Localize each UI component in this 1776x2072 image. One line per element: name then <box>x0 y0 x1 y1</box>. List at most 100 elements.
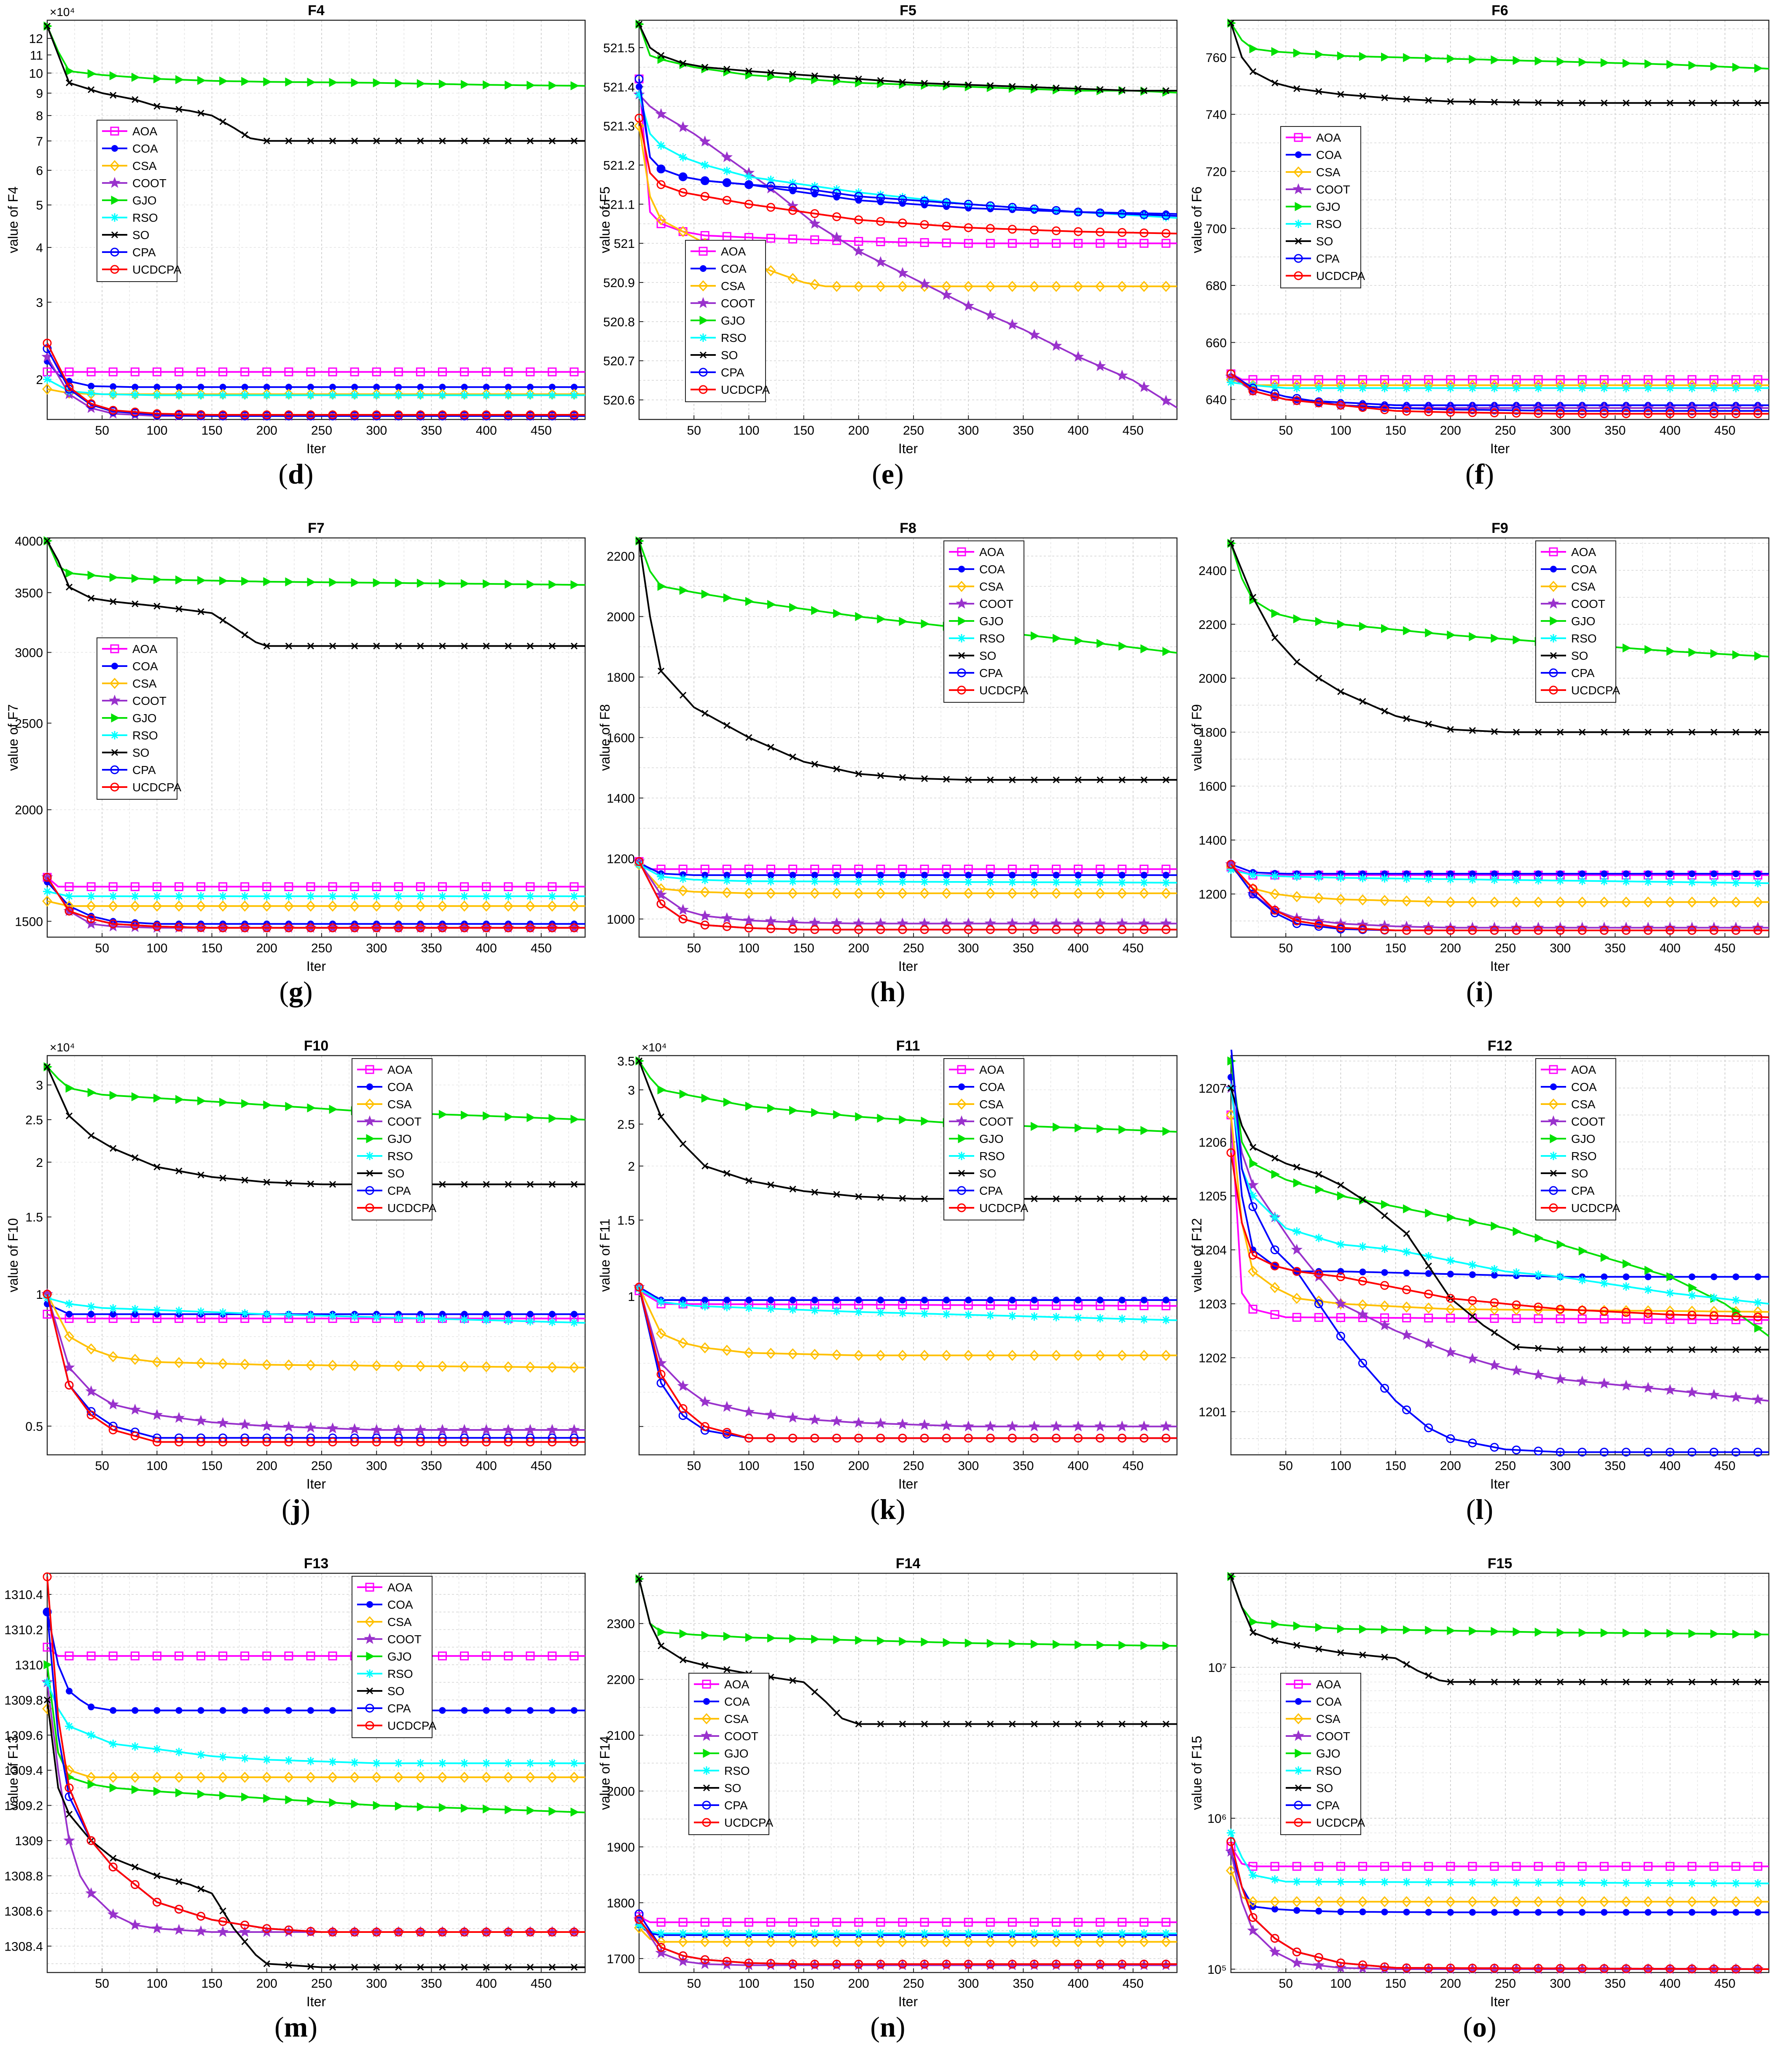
data-point <box>482 892 491 901</box>
y-tick-label: 1800 <box>607 671 635 685</box>
data-point <box>569 1771 579 1783</box>
data-point <box>1358 1878 1367 1887</box>
caption-letter: f <box>1475 458 1485 490</box>
series-rso <box>635 1285 1177 1325</box>
legend-marker <box>700 265 707 272</box>
data-point <box>1424 1862 1433 1871</box>
data-point <box>832 1307 841 1316</box>
data-point <box>1445 402 1456 413</box>
data-point <box>1556 1448 1565 1457</box>
data-point <box>1227 1041 1235 1048</box>
data-point <box>218 1358 228 1370</box>
data-point <box>767 1633 776 1643</box>
data-point <box>481 1361 492 1373</box>
data-point <box>898 1959 907 1969</box>
data-point <box>1139 212 1148 220</box>
data-point <box>1490 408 1499 417</box>
x-tick-label: 100 <box>738 424 759 438</box>
data-point <box>416 1438 425 1447</box>
series-line <box>46 1700 585 1968</box>
data-point <box>219 118 226 125</box>
data-point <box>723 1929 731 1938</box>
data-point <box>1052 925 1061 934</box>
legend-entry-gjo: GJO <box>949 615 1004 628</box>
data-point <box>1709 1879 1718 1888</box>
data-point <box>570 1438 579 1447</box>
data-point <box>921 1720 928 1728</box>
legend-entry-coa: COA <box>102 142 158 155</box>
data-point <box>415 1360 426 1372</box>
data-point <box>1512 1862 1521 1871</box>
series-ucdcpa <box>634 1915 1177 1969</box>
data-point <box>1447 630 1456 640</box>
data-point <box>196 1651 206 1661</box>
data-point <box>175 1306 183 1315</box>
data-point <box>811 1634 820 1644</box>
x-tick-label: 450 <box>1714 1977 1736 1991</box>
data-point <box>1293 48 1302 58</box>
data-point <box>1730 1391 1742 1403</box>
series-line <box>1230 1088 1769 1351</box>
data-point <box>1403 96 1410 103</box>
x-tick-label: 100 <box>738 941 759 955</box>
series-cpa <box>1227 1041 1769 1457</box>
data-point <box>218 1438 228 1447</box>
panel-caption: (h) <box>870 976 905 1008</box>
data-point <box>262 1924 271 1933</box>
data-point <box>1579 728 1586 736</box>
y-tick-label: 1800 <box>1198 726 1227 740</box>
data-point <box>1732 62 1741 72</box>
y-tick-label: 1201 <box>1198 1406 1227 1419</box>
data-point <box>1577 926 1587 935</box>
series-coa <box>44 1300 585 1318</box>
legend-marker <box>1294 133 1303 142</box>
data-point <box>1248 386 1257 395</box>
data-point <box>1446 926 1455 935</box>
chart-panel-f9: F9 50 100 150 200 250 300 350 400 450 Iter 1200 1400… <box>1184 518 1776 1035</box>
data-point <box>743 914 755 926</box>
data-point <box>1666 1289 1674 1298</box>
data-point <box>655 1947 667 1958</box>
data-point <box>460 391 469 400</box>
legend-entry-aoa: AOA <box>1541 1063 1596 1076</box>
data-point <box>130 1651 140 1661</box>
data-point <box>1754 1346 1762 1353</box>
data-point <box>875 1349 886 1361</box>
x-tick-label: 250 <box>1495 424 1516 438</box>
x-axis-label: Iter <box>306 1476 326 1492</box>
y-tick-label: 520.8 <box>603 315 635 329</box>
data-point <box>809 1349 820 1360</box>
data-point <box>461 137 468 145</box>
data-point <box>548 1651 557 1661</box>
series-line <box>638 1578 1177 1725</box>
data-point <box>393 900 404 912</box>
data-point <box>877 871 884 879</box>
data-point <box>546 1424 558 1435</box>
data-point <box>1249 594 1257 601</box>
data-point <box>416 578 426 588</box>
caption-letter: o <box>1472 2011 1487 2043</box>
data-point <box>394 410 403 419</box>
data-point <box>963 1349 974 1361</box>
data-point <box>634 74 644 83</box>
data-point <box>1271 1169 1280 1179</box>
legend-label: CSA <box>1316 166 1341 179</box>
data-point <box>1445 1346 1456 1357</box>
data-point <box>1534 926 1543 935</box>
legend-marker <box>1550 566 1557 572</box>
data-point <box>527 1707 534 1714</box>
data-point <box>1644 926 1653 935</box>
y-tick-label: 521.5 <box>603 41 635 55</box>
data-point <box>1424 1963 1433 1973</box>
data-point <box>833 871 840 879</box>
data-point <box>919 1936 930 1948</box>
data-point <box>1688 1678 1695 1685</box>
data-point <box>1161 211 1171 220</box>
data-point <box>174 922 183 932</box>
y-tick-label: 700 <box>1206 222 1227 236</box>
data-point <box>942 221 951 231</box>
data-point <box>1030 878 1039 887</box>
data-point <box>438 1314 447 1323</box>
data-point <box>1687 1879 1696 1887</box>
